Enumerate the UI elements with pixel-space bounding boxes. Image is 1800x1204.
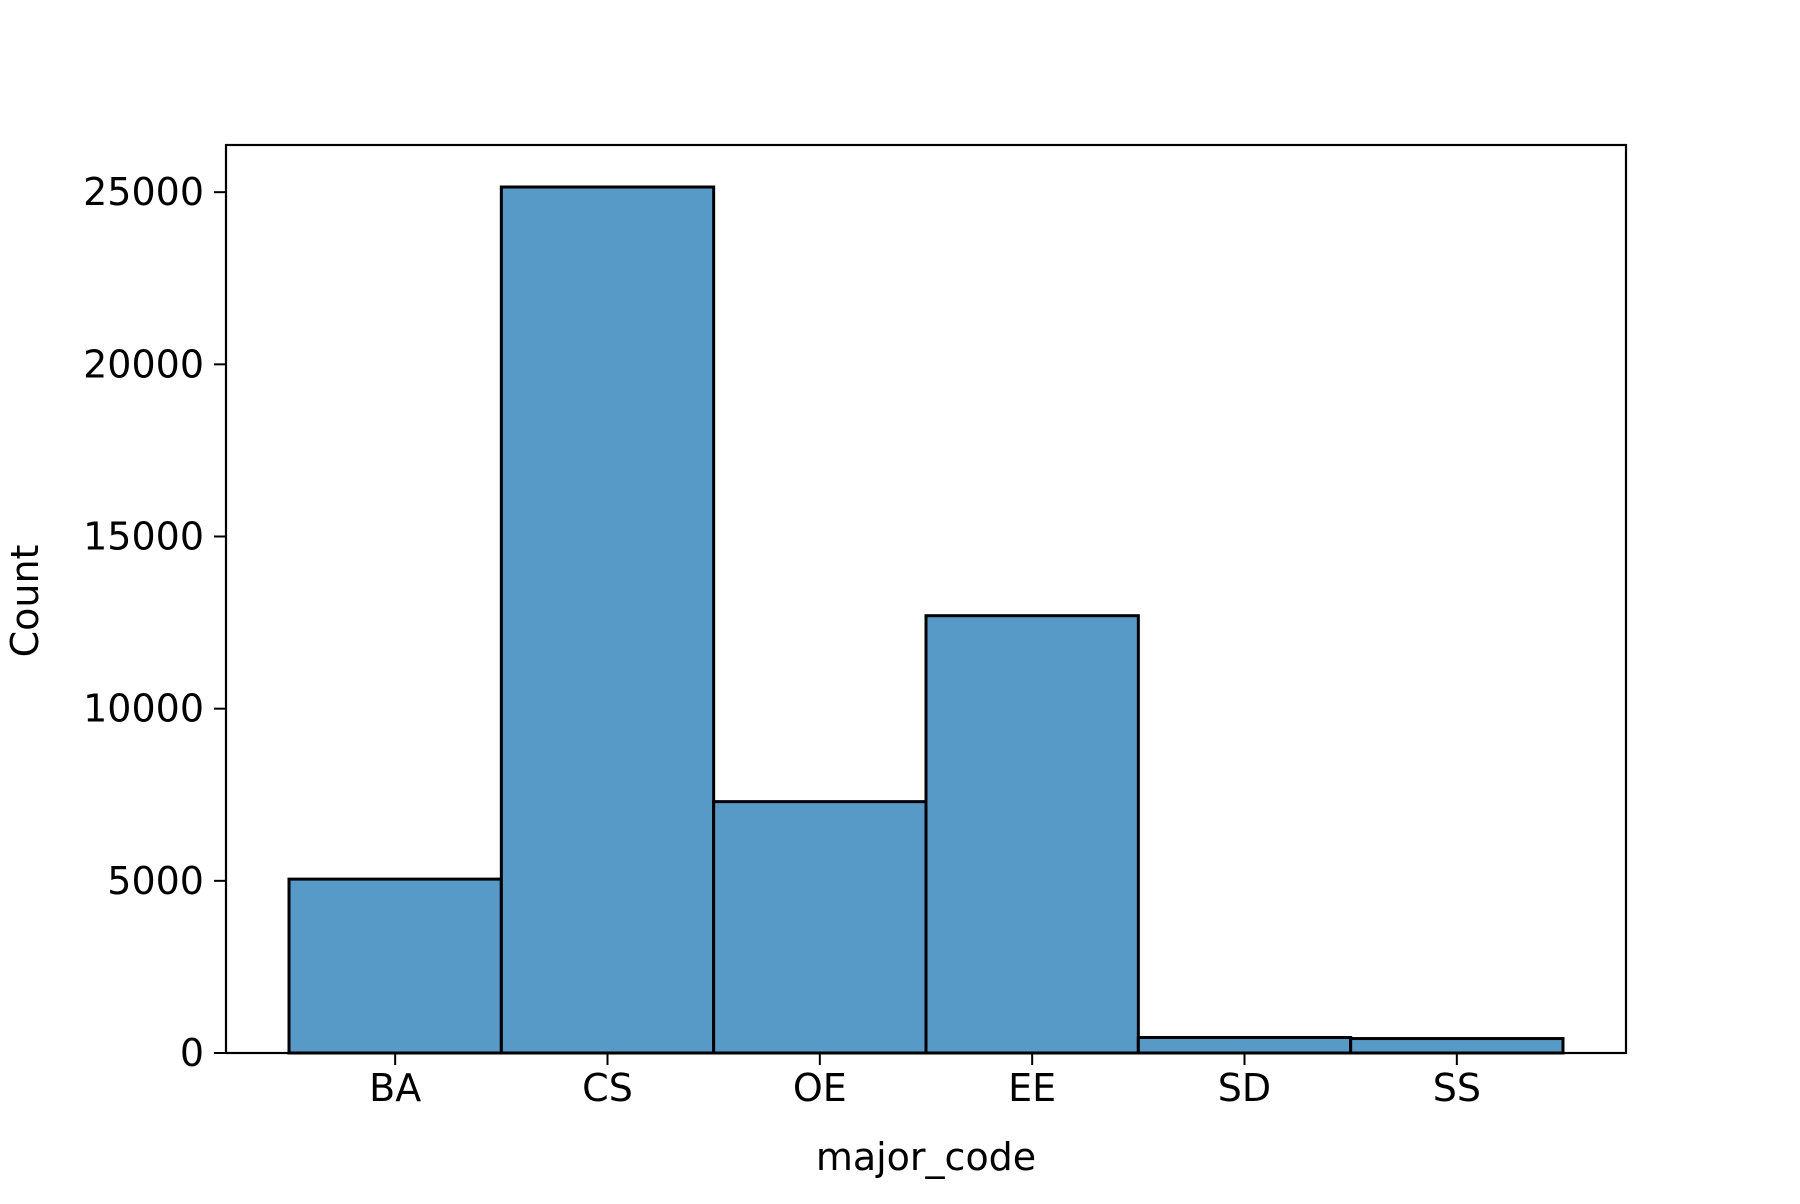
x-tick-label: EE bbox=[1008, 1066, 1056, 1110]
x-axis-label: major_code bbox=[816, 1135, 1036, 1179]
y-tick-label: 25000 bbox=[83, 170, 204, 214]
y-tick-label: 15000 bbox=[83, 515, 204, 559]
y-axis-label: Count bbox=[3, 545, 47, 658]
bar-ba bbox=[287, 877, 503, 1055]
x-tick-label: BA bbox=[369, 1066, 421, 1110]
x-tick-label: OE bbox=[793, 1066, 847, 1110]
bars-layer bbox=[287, 185, 1565, 1055]
bar-cs bbox=[499, 185, 716, 1055]
bar-ss bbox=[1349, 1037, 1565, 1055]
y-tick-label: 5000 bbox=[107, 859, 204, 903]
y-tick-label: 10000 bbox=[83, 687, 204, 731]
y-tick-label: 20000 bbox=[83, 342, 204, 386]
bar-oe bbox=[712, 800, 928, 1055]
x-tick-label: CS bbox=[582, 1066, 633, 1110]
y-axis: 0 5000 10000 15000 20000 25000 bbox=[83, 170, 226, 1075]
bar-sd bbox=[1136, 1036, 1353, 1055]
y-tick-label: 0 bbox=[180, 1031, 204, 1075]
x-axis: BA CS OE EE SD SS bbox=[369, 1053, 1481, 1110]
x-tick-label: SS bbox=[1433, 1066, 1481, 1110]
bar-ee bbox=[924, 614, 1140, 1055]
plot-frame bbox=[224, 143, 1628, 1055]
x-tick-label: SD bbox=[1218, 1066, 1271, 1110]
